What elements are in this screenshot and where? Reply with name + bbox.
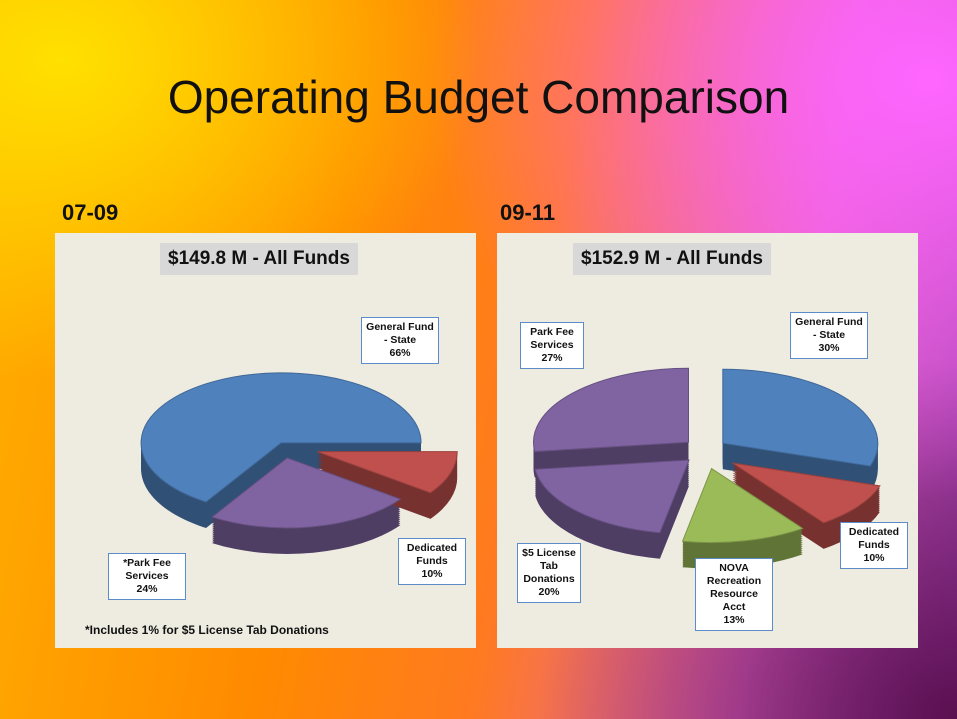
label-category: $5 License Tab Donations (522, 547, 576, 585)
label-value: 24% (136, 583, 158, 595)
label-category: General Fund - State (795, 316, 863, 341)
chart (140, 372, 458, 554)
slice (317, 451, 458, 494)
slice (722, 368, 879, 467)
slice (140, 372, 422, 503)
slice (534, 459, 690, 534)
annotation: *Includes 1% for $5 License Tab Donation… (85, 623, 329, 637)
slice (681, 467, 804, 544)
label-value: 20% (538, 586, 560, 598)
data-label: General Fund - State 30% (790, 312, 868, 359)
data-label: Park Fee Services 27% (520, 322, 584, 369)
label-category: Dedicated Funds (848, 526, 900, 551)
data-label: *Park Fee Services 24% (108, 553, 186, 600)
data-label: General Fund - State 66% (361, 317, 439, 364)
label-value: 13% (723, 614, 745, 626)
chart-panel: $152.9 M - All Funds General Fund - Stat… (497, 233, 918, 648)
period-label: 09-11 (500, 200, 556, 225)
label-value: 30% (818, 342, 840, 354)
label-category: *Park Fee Services (123, 557, 171, 582)
slide-title: Operating Budget Comparison (167, 71, 790, 123)
label-category: NOVA Recreation Resource Acct (706, 562, 762, 613)
label-value: 66% (389, 347, 411, 359)
data-label: Dedicated Funds 10% (398, 538, 466, 585)
chart-title: $152.9 M - All Funds (573, 243, 771, 275)
label-value: 10% (863, 552, 885, 564)
label-value: 10% (421, 568, 443, 580)
slice (732, 462, 881, 524)
data-label: $5 License Tab Donations 20% (517, 543, 581, 603)
label-category: Dedicated Funds (406, 542, 458, 567)
label-category: Park Fee Services (530, 326, 574, 351)
period-label: 07-09 (62, 200, 119, 225)
slice (533, 367, 689, 453)
data-label: NOVA Recreation Resource Acct 13% (695, 558, 773, 631)
label-value: 27% (541, 352, 563, 364)
chart-panel: $149.8 M - All Funds *Includes 1% for $5… (55, 233, 476, 648)
label-category: General Fund - State (366, 321, 434, 346)
slice (211, 457, 402, 529)
chart-title: $149.8 M - All Funds (160, 243, 358, 275)
data-label: Dedicated Funds 10% (840, 522, 908, 569)
